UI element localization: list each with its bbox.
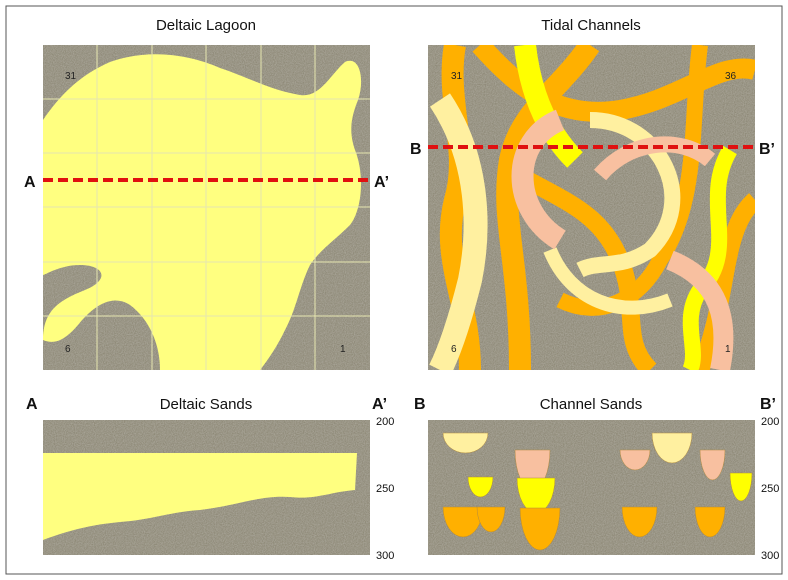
left-section-title: Deltaic Sands: [160, 396, 253, 413]
section-label: 6: [65, 344, 71, 355]
channel-fill: [621, 506, 658, 538]
depth-label: 300: [761, 550, 779, 562]
section-label: 31: [451, 71, 463, 82]
section-start: A: [26, 396, 38, 413]
left-map-title: Deltaic Lagoon: [156, 17, 256, 34]
channel-fill: [619, 449, 651, 471]
frame: [5, 5, 783, 575]
depth-label: 200: [376, 416, 394, 428]
section-end: B’: [760, 396, 776, 413]
section-label: 36: [725, 71, 737, 82]
section-end: A’: [372, 396, 387, 413]
channel-fill: [519, 507, 561, 551]
channel-fill: [476, 506, 506, 533]
channel-fill: [729, 472, 753, 502]
depth-label: 250: [376, 483, 394, 495]
channel-fill: [699, 449, 726, 481]
depth-label: 250: [761, 483, 779, 495]
section-label: 1: [725, 344, 731, 355]
channel-fills: [442, 432, 753, 551]
line-start: B: [410, 141, 422, 158]
line-start: A: [24, 174, 36, 191]
depth-label: 200: [761, 416, 779, 428]
section-label: 6: [451, 344, 457, 355]
channel-fill: [442, 432, 489, 454]
channels: [429, 45, 755, 370]
channel-fill: [651, 432, 693, 464]
channel-fill: [694, 506, 726, 538]
line-end: A’: [374, 174, 389, 191]
right-section-title: Channel Sands: [540, 396, 643, 413]
map-grid: [43, 45, 370, 370]
line-end: B’: [759, 141, 775, 158]
right-map-title: Tidal Channels: [541, 17, 641, 34]
section-start: B: [414, 396, 426, 413]
section-label: 1: [340, 344, 346, 355]
deltaic-sand: [43, 453, 357, 540]
channel-fill: [467, 476, 494, 498]
depth-label: 300: [376, 550, 394, 562]
section-label: 31: [65, 71, 77, 82]
lagoon-sand: [43, 54, 362, 370]
